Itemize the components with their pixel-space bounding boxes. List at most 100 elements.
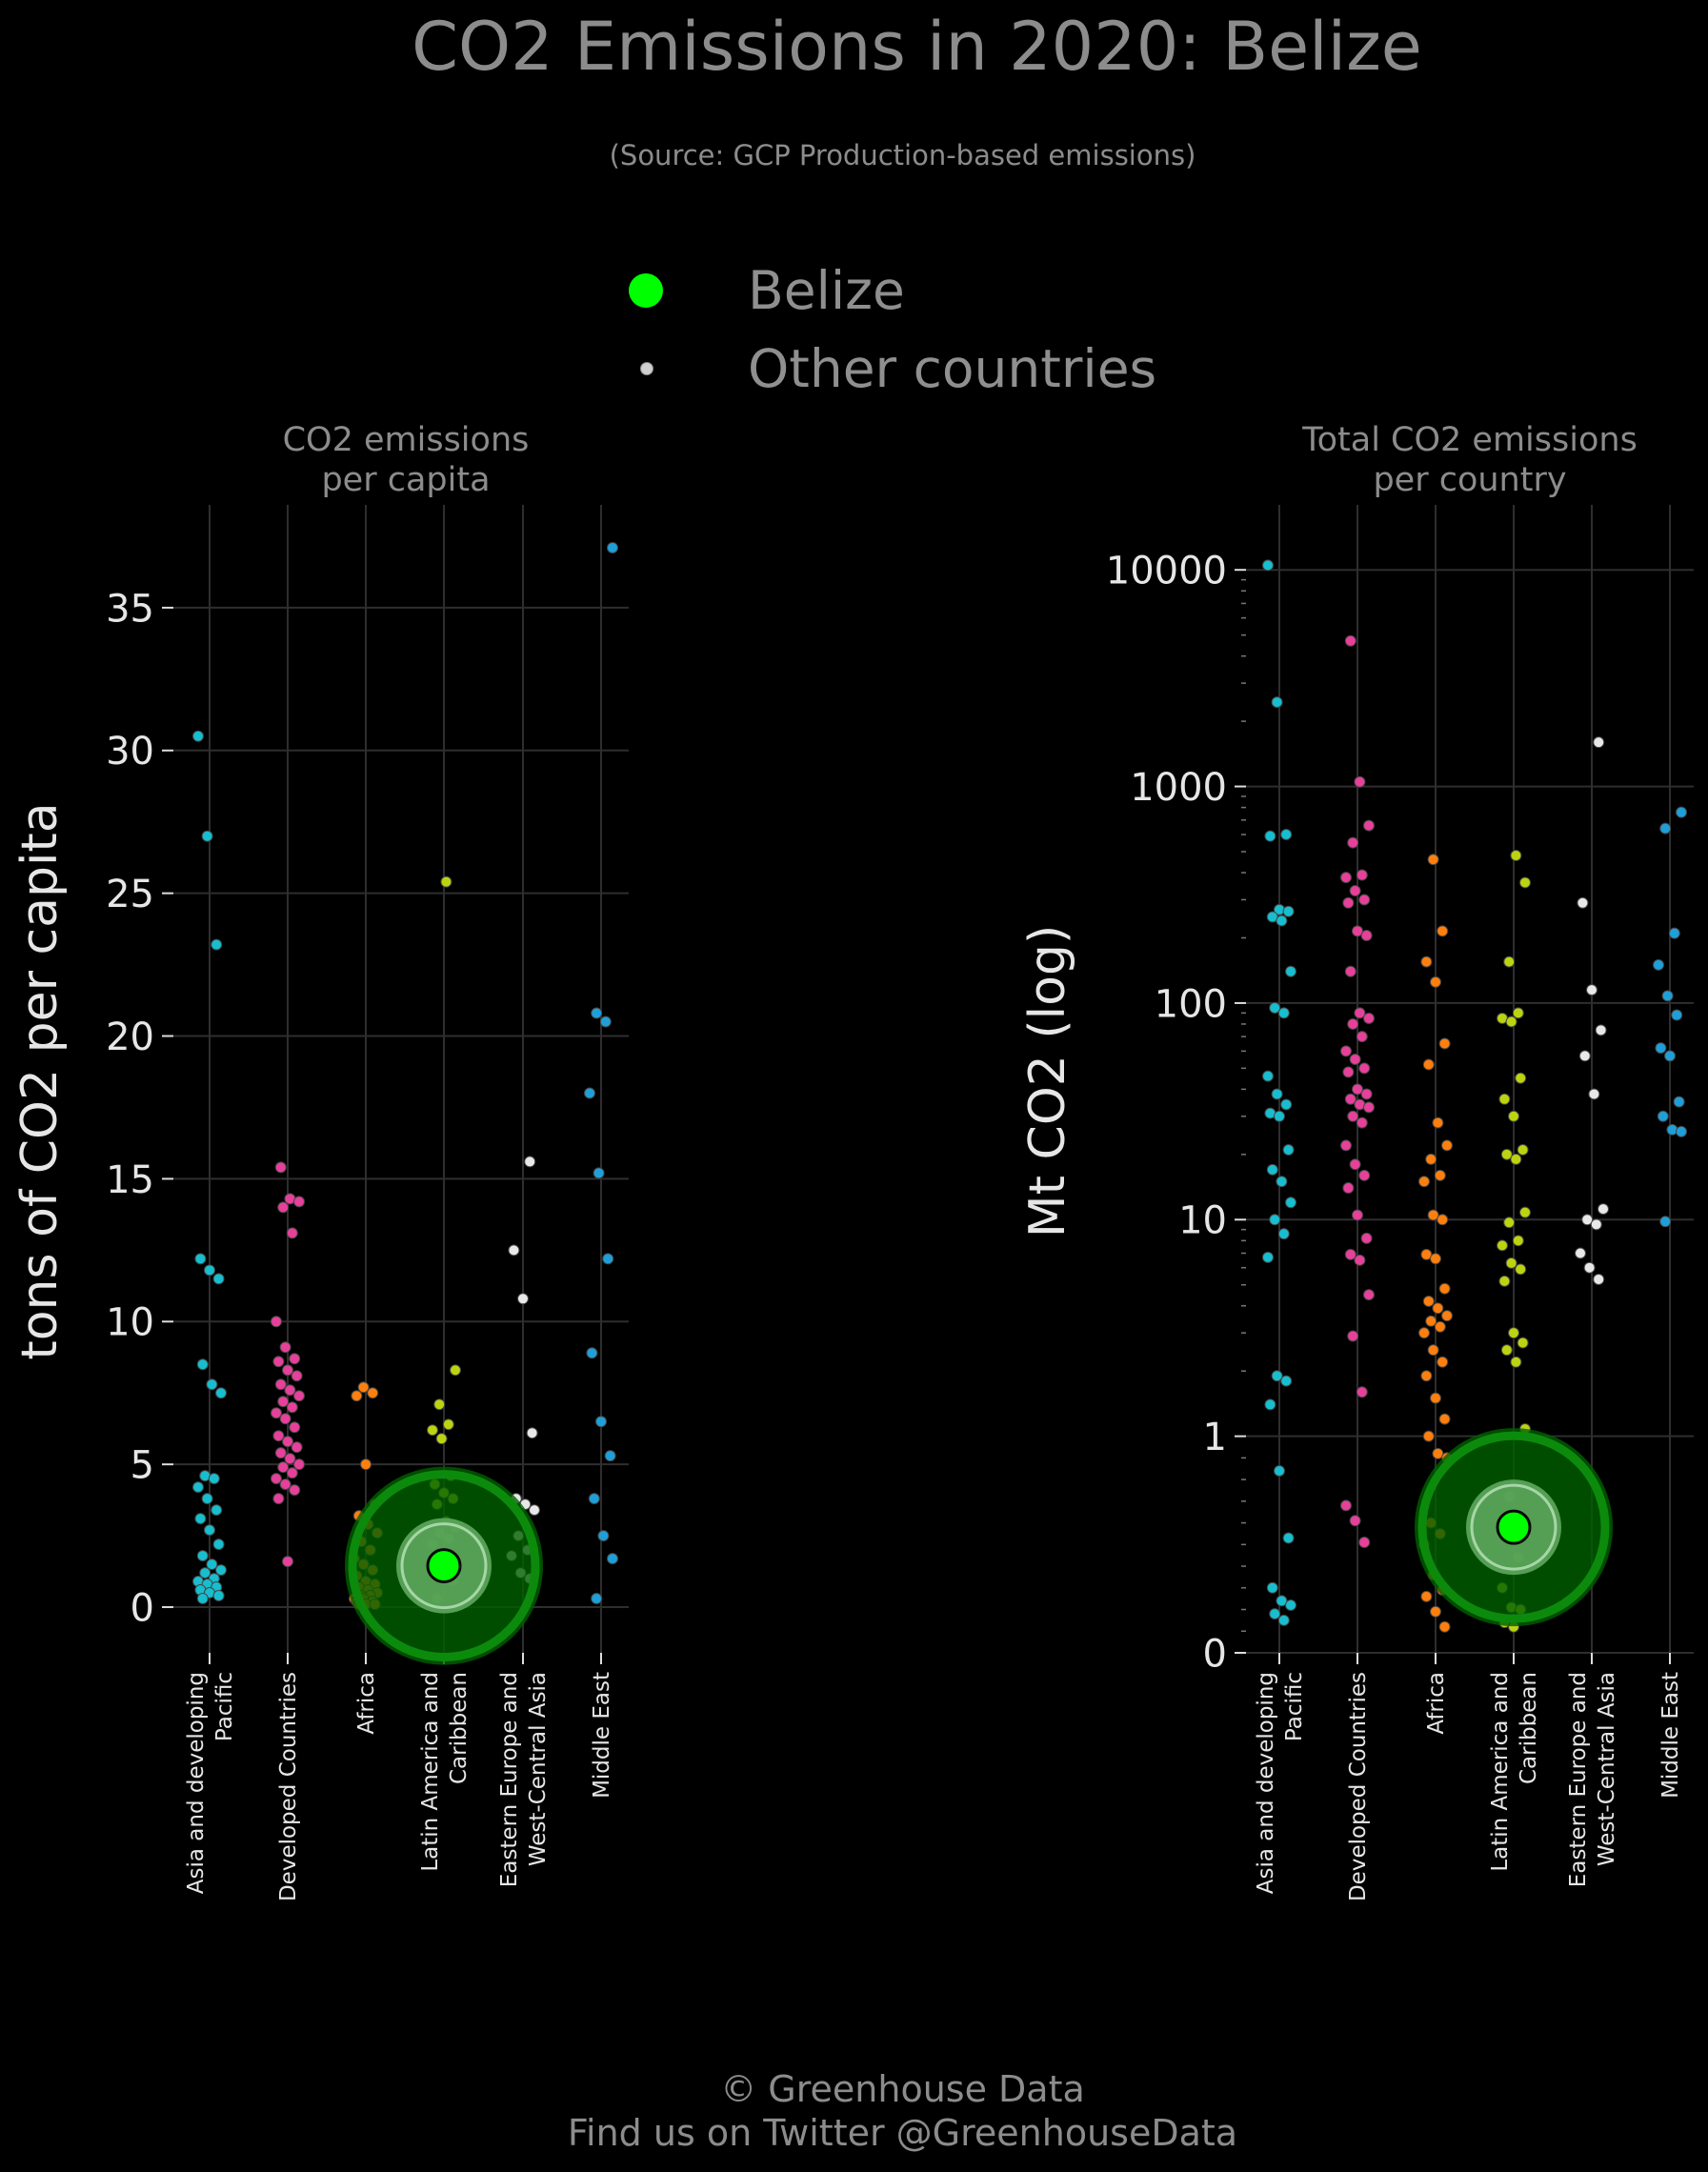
data-point — [1430, 975, 1441, 988]
data-point — [1427, 1344, 1439, 1357]
data-point — [1590, 1218, 1602, 1231]
y-tick-label: 30 — [106, 730, 154, 774]
data-point — [1430, 1605, 1441, 1618]
data-point — [1282, 1532, 1295, 1544]
data-point — [1425, 1315, 1437, 1327]
data-point — [1515, 1263, 1527, 1276]
data-point — [450, 1364, 461, 1377]
data-point — [1276, 1176, 1288, 1188]
data-point — [1266, 1163, 1278, 1176]
data-point — [1503, 955, 1516, 968]
data-point — [1277, 1007, 1290, 1019]
data-point — [279, 1478, 291, 1491]
data-point — [212, 1590, 225, 1602]
x-category-label: West-Central Asia — [1595, 1672, 1619, 1866]
data-point — [286, 1467, 298, 1479]
data-point — [1434, 1169, 1446, 1181]
data-point — [192, 1481, 204, 1494]
data-point — [1280, 1375, 1293, 1387]
data-point — [1500, 1344, 1513, 1357]
x-category-label: Asia and developing — [184, 1672, 209, 1894]
data-point — [1285, 1197, 1296, 1209]
data-point — [212, 1273, 225, 1285]
data-point — [1661, 990, 1674, 1002]
data-point — [357, 1381, 370, 1394]
data-point — [1422, 1058, 1435, 1071]
data-point — [1344, 1248, 1356, 1260]
data-point — [591, 1593, 603, 1605]
data-point — [602, 1253, 614, 1265]
data-point — [282, 1436, 293, 1448]
x-category-label: Latin America and — [418, 1672, 443, 1872]
data-point — [1360, 1232, 1373, 1244]
data-point — [274, 1161, 287, 1174]
data-point — [1505, 1257, 1517, 1269]
y-tick-label: 1 — [1203, 1416, 1227, 1459]
data-point — [1503, 1217, 1516, 1229]
data-point — [1438, 1620, 1451, 1633]
data-point — [591, 1007, 603, 1019]
data-point — [1515, 1072, 1527, 1084]
data-point — [1262, 1251, 1274, 1263]
legend-other-label: Other countries — [748, 338, 1157, 399]
data-point — [1577, 896, 1589, 909]
data-point — [1269, 1608, 1281, 1620]
data-point — [1356, 1386, 1368, 1398]
data-point — [584, 1087, 595, 1099]
data-point — [293, 1196, 305, 1208]
footer-credit: © Greenhouse Data — [720, 2068, 1085, 2110]
data-point — [1500, 1148, 1513, 1160]
data-point — [277, 1396, 290, 1408]
y-tick-label: 100 — [1155, 982, 1227, 1026]
x-category-label: West-Central Asia — [526, 1672, 551, 1866]
data-point — [1430, 1253, 1441, 1265]
data-point — [1505, 1016, 1517, 1028]
data-point — [1498, 1093, 1511, 1105]
data-point — [1432, 1447, 1444, 1459]
data-point — [1363, 1012, 1375, 1024]
data-point — [284, 1453, 296, 1465]
y-tick-label: 10 — [106, 1301, 154, 1345]
data-point — [211, 1504, 223, 1517]
data-point — [1354, 1254, 1366, 1266]
data-point — [1425, 1153, 1437, 1165]
data-point — [1437, 925, 1449, 937]
data-point — [433, 1398, 446, 1411]
data-point — [204, 1524, 215, 1537]
data-point — [1274, 1110, 1285, 1122]
data-point — [604, 1450, 616, 1462]
data-point — [1437, 1214, 1449, 1226]
data-point — [1354, 1007, 1366, 1019]
data-point — [1342, 1182, 1355, 1195]
data-point — [291, 1370, 303, 1382]
data-point — [1269, 1214, 1281, 1226]
y-tick-label: 5 — [131, 1444, 154, 1488]
x-category-label: Latin America and — [1488, 1672, 1513, 1872]
data-point — [1352, 1083, 1363, 1096]
data-point — [194, 1253, 207, 1265]
data-point — [196, 1358, 209, 1371]
data-point — [1434, 1320, 1446, 1333]
data-point — [1349, 885, 1361, 897]
data-point — [289, 1421, 301, 1434]
x-category-label: Middle East — [590, 1672, 614, 1799]
data-point — [1418, 1327, 1430, 1339]
data-point — [435, 1433, 448, 1445]
data-point — [1586, 984, 1597, 996]
data-point — [1356, 1116, 1368, 1129]
data-point — [1666, 1123, 1678, 1136]
data-point — [1498, 1275, 1511, 1287]
data-point — [586, 1347, 598, 1359]
data-point — [1276, 915, 1288, 927]
data-point — [1508, 1327, 1519, 1339]
data-point — [1659, 822, 1672, 835]
x-category-label: Pacific — [1282, 1672, 1307, 1741]
y-tick-label: 35 — [106, 587, 154, 631]
data-point — [272, 1356, 285, 1368]
data-point — [1430, 1392, 1441, 1404]
data-point — [271, 1407, 282, 1419]
data-point — [1360, 930, 1373, 942]
data-point — [1363, 1289, 1375, 1301]
data-point — [1441, 1310, 1453, 1322]
